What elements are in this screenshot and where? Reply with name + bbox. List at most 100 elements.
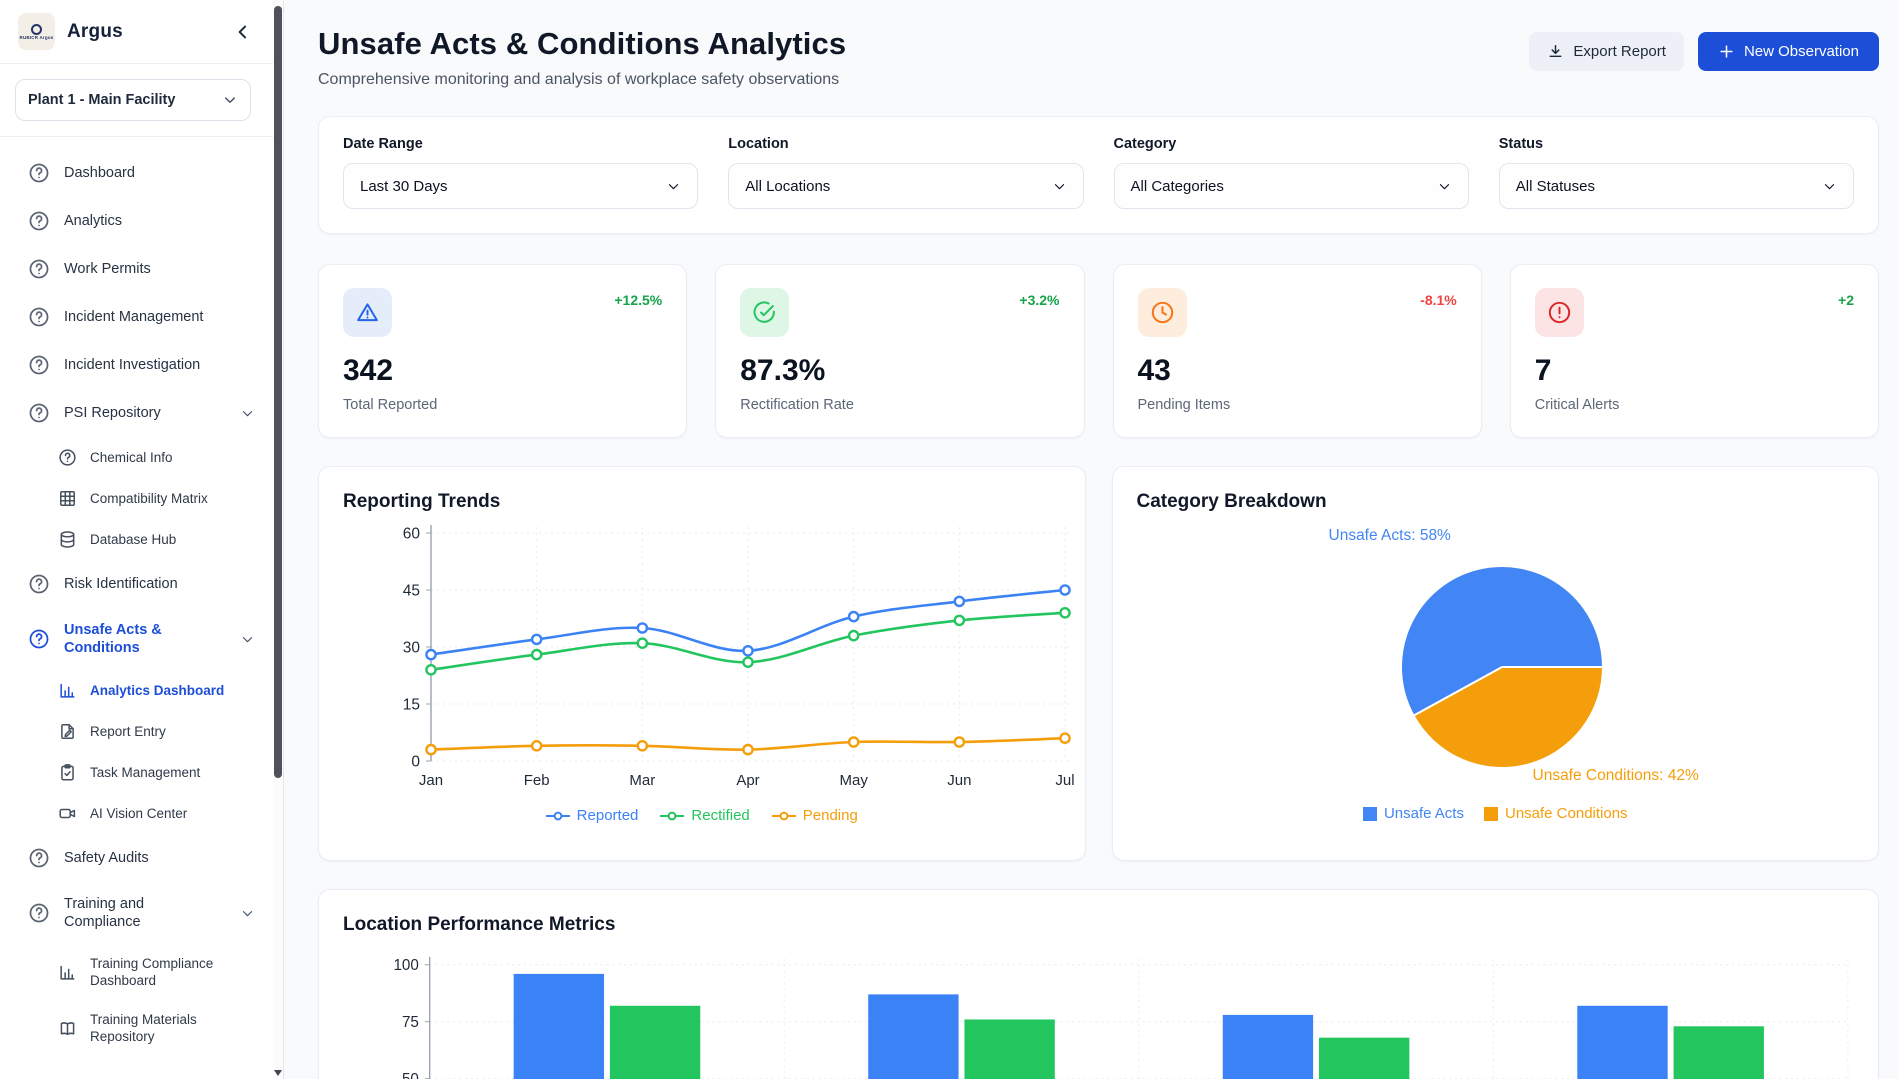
svg-text:60: 60 (403, 526, 421, 543)
sidebar-item-label: Training Compliance Dashboard (90, 956, 214, 988)
plant-selector[interactable]: Plant 1 - Main Facility (15, 79, 251, 121)
reporting-trends-card: Reporting Trends 0 15 30 45 60 Jan Feb Mar Apr Ma… (318, 466, 1086, 861)
sidebar-item-label: Analytics Dashboard (90, 683, 225, 698)
sidebar-scrollbar-track[interactable] (273, 0, 283, 1079)
sidebar-item-database-hub[interactable]: Database Hub (10, 519, 277, 560)
stat-card-total-reported: +12.5% 342 Total Reported (318, 264, 688, 438)
help-circle-icon (28, 258, 50, 280)
sidebar-item-ai-vision-center[interactable]: AI Vision Center (10, 793, 277, 834)
plus-icon (1718, 43, 1735, 60)
sidebar-item-incident-management[interactable]: Incident Management (10, 293, 277, 341)
legend-label: Rectified (691, 807, 750, 824)
date-range-select[interactable]: Last 30 Days (343, 163, 699, 209)
select-value: All Statuses (1515, 177, 1595, 195)
main-content: Unsafe Acts & Conditions Analytics Compr… (284, 0, 1899, 1079)
svg-text:50: 50 (402, 1071, 419, 1079)
sidebar-item-analytics-dashboard[interactable]: Analytics Dashboard (10, 670, 277, 711)
chart-title: Location Performance Metrics (343, 914, 616, 935)
sidebar-item-report-entry[interactable]: Report Entry (10, 711, 277, 752)
chevron-down-icon (1052, 179, 1067, 194)
sidebar-item-psi-repository[interactable]: PSI Repository (10, 389, 277, 437)
svg-text:Jul: Jul (1055, 772, 1074, 789)
chart-title: Category Breakdown (1136, 491, 1327, 512)
svg-text:100: 100 (393, 957, 418, 974)
svg-text:45: 45 (403, 583, 420, 600)
download-icon (1547, 43, 1564, 60)
chevron-down-icon (240, 632, 255, 647)
chevron-down-icon (240, 406, 255, 421)
bar-chart-icon (58, 681, 77, 700)
stats-row: +12.5% 342 Total Reported +3.2% 87.3% Re… (318, 264, 1879, 438)
plant-selector-wrap: Plant 1 - Main Facility (0, 64, 283, 137)
sidebar-item-label: Compatibility Matrix (90, 491, 208, 506)
page-subtitle: Comprehensive monitoring and analysis of… (318, 71, 840, 88)
sidebar-item-work-permits[interactable]: Work Permits (10, 245, 277, 293)
legend-item-unsafe-acts[interactable]: Unsafe Acts (1362, 805, 1464, 822)
chevron-down-icon (240, 906, 255, 921)
help-circle-icon (28, 402, 50, 424)
clock-icon (1137, 288, 1187, 337)
legend-label: Reported (576, 807, 639, 824)
select-value: All Locations (745, 177, 831, 195)
location-performance-card: Location Performance Metrics 50 75 100 (318, 889, 1879, 1079)
chevron-down-icon (1822, 179, 1837, 194)
svg-text:Apr: Apr (736, 772, 759, 789)
svg-text:0: 0 (411, 754, 420, 771)
legend-item-unsafe-conditions[interactable]: Unsafe Conditions (1483, 805, 1628, 822)
sidebar-item-label: PSI Repository (64, 405, 161, 421)
sidebar-item-safety-audits[interactable]: Safety Audits (10, 834, 277, 882)
legend-item-rectified[interactable]: Rectified (660, 807, 750, 824)
stat-delta: -8.1% (1420, 292, 1457, 308)
sidebar-nav: Dashboard Analytics Work Permits Incident M… (0, 137, 283, 1056)
sidebar-item-unsafe-acts-conditions[interactable]: Unsafe Acts & Conditions (10, 608, 277, 670)
stat-value: 7 (1534, 354, 1552, 387)
sidebar-item-label: Database Hub (90, 532, 177, 547)
stat-label: Rectification Rate (740, 397, 854, 413)
legend-item-reported[interactable]: Reported (545, 807, 639, 824)
sidebar-item-training-compliance-dashboard[interactable]: Training Compliance Dashboard (10, 944, 277, 1000)
filter-group-category: Category All Categories (1113, 136, 1469, 209)
status-select[interactable]: All Statuses (1498, 163, 1854, 209)
sidebar-item-incident-investigation[interactable]: Incident Investigation (10, 341, 277, 389)
legend-swatch-icon (1362, 806, 1377, 821)
sidebar-item-label: Training Materials Repository (90, 1012, 197, 1044)
sidebar-item-chemical-info[interactable]: Chemical Info (10, 437, 277, 478)
sidebar-item-compatibility-matrix[interactable]: Compatibility Matrix (10, 478, 277, 519)
filter-label: Location (728, 136, 789, 152)
sidebar-item-risk-identification[interactable]: Risk Identification (10, 560, 277, 608)
sidebar-item-task-management[interactable]: Task Management (10, 752, 277, 793)
line-marker-icon (660, 811, 685, 820)
sidebar-item-analytics[interactable]: Analytics (10, 197, 277, 245)
reporting-trends-chart: 0 15 30 45 60 Jan Feb Mar Apr May Jun Jul (403, 525, 1075, 789)
sidebar-item-training-materials-repository[interactable]: Training Materials Repository (10, 1000, 277, 1056)
svg-text:30: 30 (403, 640, 421, 657)
database-icon (58, 530, 77, 549)
legend-item-pending[interactable]: Pending (771, 807, 858, 824)
select-value: All Categories (1130, 177, 1224, 195)
app-name: Argus (67, 20, 123, 42)
pie-label-unsafe-acts: Unsafe Acts: 58% (1328, 527, 1451, 544)
logo-emblem-icon (31, 23, 42, 35)
logo-text: RUBICR Argus (19, 34, 54, 40)
sidebar-item-label: Training and Compliance (64, 896, 145, 930)
sidebar-item-label: Incident Investigation (64, 357, 201, 373)
category-select[interactable]: All Categories (1113, 163, 1469, 209)
plant-selector-value: Plant 1 - Main Facility (28, 92, 176, 108)
stat-delta: +3.2% (1019, 292, 1060, 308)
new-observation-label: New Observation (1743, 43, 1859, 60)
line-marker-icon (771, 811, 796, 820)
sidebar-scrollbar-thumb[interactable] (274, 6, 282, 778)
stat-card-pending-items: -8.1% 43 Pending Items (1112, 264, 1482, 438)
category-breakdown-card: Category Breakdown Unsafe Acts: 58% Unsa… (1111, 466, 1879, 861)
new-observation-button[interactable]: New Observation (1697, 32, 1879, 71)
filter-label: Date Range (343, 136, 423, 152)
export-report-button[interactable]: Export Report (1529, 32, 1684, 71)
alert-triangle-icon (343, 288, 392, 337)
sidebar-collapse-button[interactable] (233, 22, 253, 42)
video-camera-icon (58, 804, 77, 823)
location-select[interactable]: All Locations (728, 163, 1084, 209)
book-icon (58, 1019, 77, 1038)
scroll-down-caret-icon[interactable] (274, 1070, 282, 1076)
sidebar-item-dashboard[interactable]: Dashboard (10, 149, 277, 197)
sidebar-item-training-and-compliance[interactable]: Training and Compliance (10, 882, 277, 944)
